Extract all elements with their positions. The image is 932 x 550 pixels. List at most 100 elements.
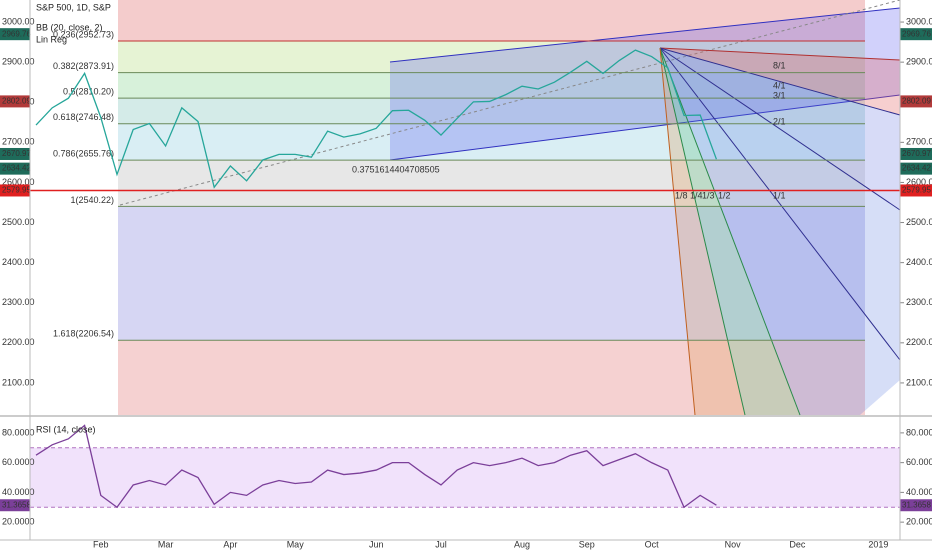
y-tick-label: 3000.00 (906, 16, 932, 26)
price-tag-label: 2802.09 (902, 97, 931, 106)
annotation: 8/1 (773, 60, 786, 70)
fib-label: 1.618(2206.54) (53, 329, 114, 339)
channel-line (389, 7, 901, 63)
price-tag (900, 28, 932, 41)
y-tick-label: 2200.00 (906, 337, 932, 347)
fib-zones (118, 0, 865, 415)
fib-label: 0.236(2952.73) (53, 29, 114, 39)
annotation: 0.3751614404708505 (352, 164, 440, 174)
annotation: 1/3 (702, 190, 715, 200)
price-tag (900, 147, 932, 160)
y-tick-label: 40.0000 (906, 487, 932, 497)
y-tick-label: 2400.00 (906, 257, 932, 267)
indicator-label: BB (20, close, 2) (36, 22, 103, 32)
regression-line (119, 0, 901, 206)
fib-zone (118, 123, 865, 161)
y-tick-label: 80.0000 (906, 427, 932, 437)
price-tag (0, 184, 30, 197)
annotation: 2/1 (773, 116, 786, 126)
gann-line (659, 47, 901, 211)
gann-line (659, 47, 746, 416)
fib-label: 0.618(2746.48) (53, 112, 114, 122)
x-tick-label: Aug (514, 539, 530, 549)
price-tag-label: 2579.95 (902, 186, 931, 195)
plot: 0.236(2952.73) 0.382(2873.91) 0.5(2810.20)… (0, 16, 932, 549)
annotation: 1/2 (718, 190, 731, 200)
gann-line (659, 47, 901, 361)
price-tag-label: 2634.42 (902, 164, 931, 173)
x-tick-label: Apr (223, 539, 237, 549)
fib-zone (118, 0, 865, 42)
drawing-tools (119, 0, 901, 416)
y-tick-label: 40.0000 (2, 487, 35, 497)
fib-label: 1(2540.22) (70, 195, 114, 205)
fib-zone (118, 206, 865, 341)
rsi-tag-label: 31.3658 (902, 500, 931, 509)
x-tick-label: Feb (93, 539, 109, 549)
annotation: 1/4 (690, 190, 703, 200)
price-tag (0, 95, 30, 108)
y-tick-label: 2500.00 (906, 217, 932, 227)
x-tick-label: 2019 (868, 539, 888, 549)
price-tag-label: 2634.42 (2, 164, 31, 173)
annotation: 4/1 (773, 80, 786, 90)
annotation: 1/8 (675, 190, 688, 200)
price-tag-label: 2670.97 (902, 149, 931, 158)
gann-line (659, 47, 801, 416)
x-tick-label: Jun (369, 539, 384, 549)
series-line (35, 49, 718, 189)
gann-zone (660, 48, 900, 415)
annotation: 3/1 (773, 90, 786, 100)
y-tick-label: 2500.00 (2, 217, 35, 227)
series-line (35, 424, 717, 509)
y-tick-label: 2700.00 (2, 137, 35, 147)
annotation: 1/1 (773, 190, 786, 200)
fib-zone (118, 160, 865, 207)
fib-zone (118, 340, 865, 415)
y-tick-label: 60.0000 (2, 457, 35, 467)
rsi-band (30, 447, 900, 508)
fib-zone (118, 41, 865, 73)
price-tag (0, 147, 30, 160)
fib-label: 0.786(2655.76) (53, 148, 114, 158)
rsi-tag (0, 499, 30, 512)
y-tick-label: 2100.00 (2, 377, 35, 387)
y-tick-label: 80.0000 (2, 427, 35, 437)
x-tick-label: Sep (579, 539, 595, 549)
gann-line (659, 47, 696, 416)
price-tag (0, 28, 30, 41)
y-tick-label: 2200.00 (2, 337, 35, 347)
x-tick-label: Jul (435, 539, 447, 549)
x-tick-label: Oct (645, 539, 660, 549)
fib-label: 0.5(2810.20) (63, 87, 114, 97)
y-tick-label: 2400.00 (2, 257, 35, 267)
y-tick-label: 2300.00 (2, 297, 35, 307)
price-tag-label: 2579.95 (2, 186, 31, 195)
price-tag (900, 184, 932, 197)
x-tick-label: Dec (789, 539, 806, 549)
price-tag (0, 162, 30, 175)
chart-title: S&P 500, 1D, S&P (36, 2, 111, 12)
y-tick-label: 2700.00 (906, 137, 932, 147)
rsi-tag (900, 499, 932, 512)
y-tick-label: 60.0000 (906, 457, 932, 467)
y-tick-label: 2100.00 (906, 377, 932, 387)
price-tag-label: 2670.97 (2, 149, 31, 158)
x-tick-label: Mar (158, 539, 174, 549)
rsi-tag-label: 31.3658 (2, 500, 31, 509)
gann-line (659, 47, 901, 116)
indicator-label: Lin Reg (36, 34, 67, 44)
x-tick-label: May (287, 539, 305, 549)
y-tick-label: 2600.00 (906, 177, 932, 187)
price-tag (900, 95, 932, 108)
y-tick-label: 20.0000 (2, 517, 35, 527)
y-tick-label: 2600.00 (2, 177, 35, 187)
y-tick-label: 2300.00 (906, 297, 932, 307)
price-tag-label: 2802.09 (2, 97, 31, 106)
x-tick-label: Nov (725, 539, 742, 549)
rsi-title: RSI (14, close) (36, 424, 96, 434)
y-tick-label: 3000.00 (2, 16, 35, 26)
price-tag (900, 162, 932, 175)
fib-zone (118, 72, 865, 99)
